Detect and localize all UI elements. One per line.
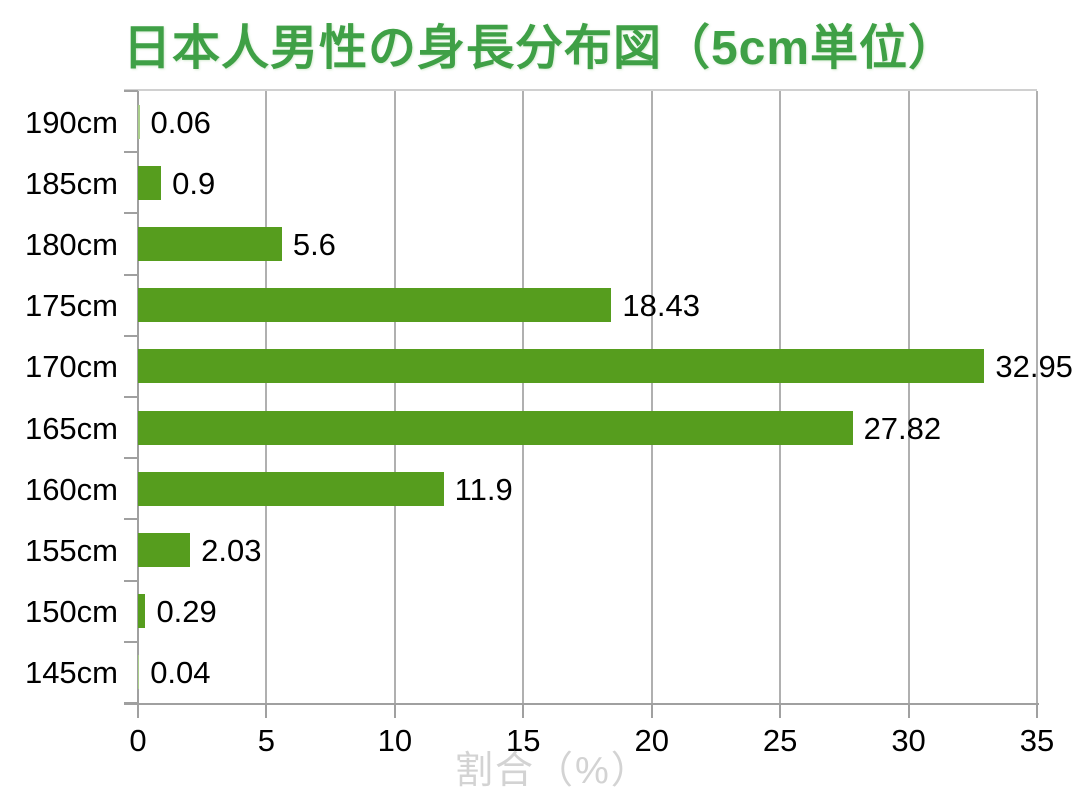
y-axis-category-label: 165cm — [24, 410, 118, 446]
y-axis-category-label: 190cm — [24, 104, 118, 140]
x-axis-tick-label: 5 — [257, 723, 276, 758]
y-axis-tick — [124, 457, 138, 460]
bar-value-label: 0.29 — [156, 594, 217, 630]
y-axis-tick — [124, 702, 138, 704]
plot-top-border — [124, 89, 1037, 91]
bar-185cm — [138, 165, 162, 200]
gridline — [522, 91, 525, 703]
gridline — [265, 91, 268, 703]
y-axis-category-label: 185cm — [24, 165, 118, 201]
x-axis-tick-label: 25 — [762, 723, 798, 758]
x-axis-tick-label: 30 — [891, 723, 926, 758]
y-axis-category-label: 170cm — [24, 349, 118, 385]
x-axis-tick-label: 15 — [506, 723, 541, 758]
x-axis-tick — [779, 703, 782, 718]
y-axis-tick — [124, 273, 138, 276]
bar-170cm — [138, 349, 985, 384]
y-axis-tick — [124, 518, 138, 521]
y-axis-tick — [124, 334, 138, 337]
bar-165cm — [138, 410, 853, 445]
x-axis-title: 割合（%） — [455, 750, 651, 790]
bar-190cm — [138, 104, 140, 139]
x-axis-tick-label: 10 — [377, 723, 413, 758]
y-axis-category-label: 155cm — [24, 533, 118, 568]
bar-value-label: 27.82 — [863, 410, 942, 446]
x-axis-tick — [393, 703, 396, 718]
y-axis-tick — [124, 396, 138, 398]
bar-160cm — [138, 471, 444, 506]
x-axis-tick-label: 35 — [1019, 723, 1055, 758]
x-axis-tick-label: 0 — [129, 723, 147, 758]
bar-value-label: 0.9 — [172, 165, 216, 201]
bar-value-label: 0.04 — [150, 655, 211, 691]
bar-value-label: 0.06 — [150, 104, 211, 140]
y-axis-category-label: 160cm — [24, 471, 118, 507]
y-axis-tick — [124, 640, 138, 643]
y-axis-category-label: 180cm — [24, 227, 118, 262]
y-axis-line — [137, 91, 139, 718]
x-axis-tick — [137, 703, 139, 718]
gridline — [779, 91, 782, 703]
bar-145cm — [138, 655, 140, 690]
y-axis-tick — [124, 151, 138, 154]
gridline — [1036, 91, 1038, 703]
bar-155cm — [138, 533, 191, 567]
x-axis-line — [124, 703, 1039, 705]
gridline — [393, 91, 396, 703]
x-axis-tick-label: 20 — [634, 723, 669, 758]
x-axis-tick — [907, 703, 910, 718]
x-axis-tick — [522, 703, 525, 718]
y-axis-category-label: 175cm — [24, 288, 118, 324]
bar-value-label: 2.03 — [201, 533, 262, 568]
bar-value-label: 18.43 — [622, 288, 700, 324]
x-axis-tick — [1036, 703, 1038, 718]
bar-150cm — [138, 594, 146, 629]
y-axis-category-label: 150cm — [24, 594, 118, 630]
y-axis-tick — [124, 579, 138, 582]
y-axis-category-label: 145cm — [24, 655, 118, 691]
bar-180cm — [138, 227, 282, 261]
chart-title: 日本人男性の身長分布図（5cm単位） — [122, 22, 958, 75]
gridline — [907, 91, 910, 703]
bar-value-label: 11.9 — [454, 471, 513, 507]
bar-175cm — [138, 288, 612, 323]
bar-value-label: 32.95 — [995, 349, 1073, 385]
bar-value-label: 5.6 — [292, 227, 336, 262]
gridline — [650, 91, 653, 703]
y-axis-tick — [124, 90, 138, 92]
x-axis-tick — [265, 703, 268, 718]
x-axis-tick — [650, 703, 653, 718]
y-axis-tick — [124, 212, 138, 215]
